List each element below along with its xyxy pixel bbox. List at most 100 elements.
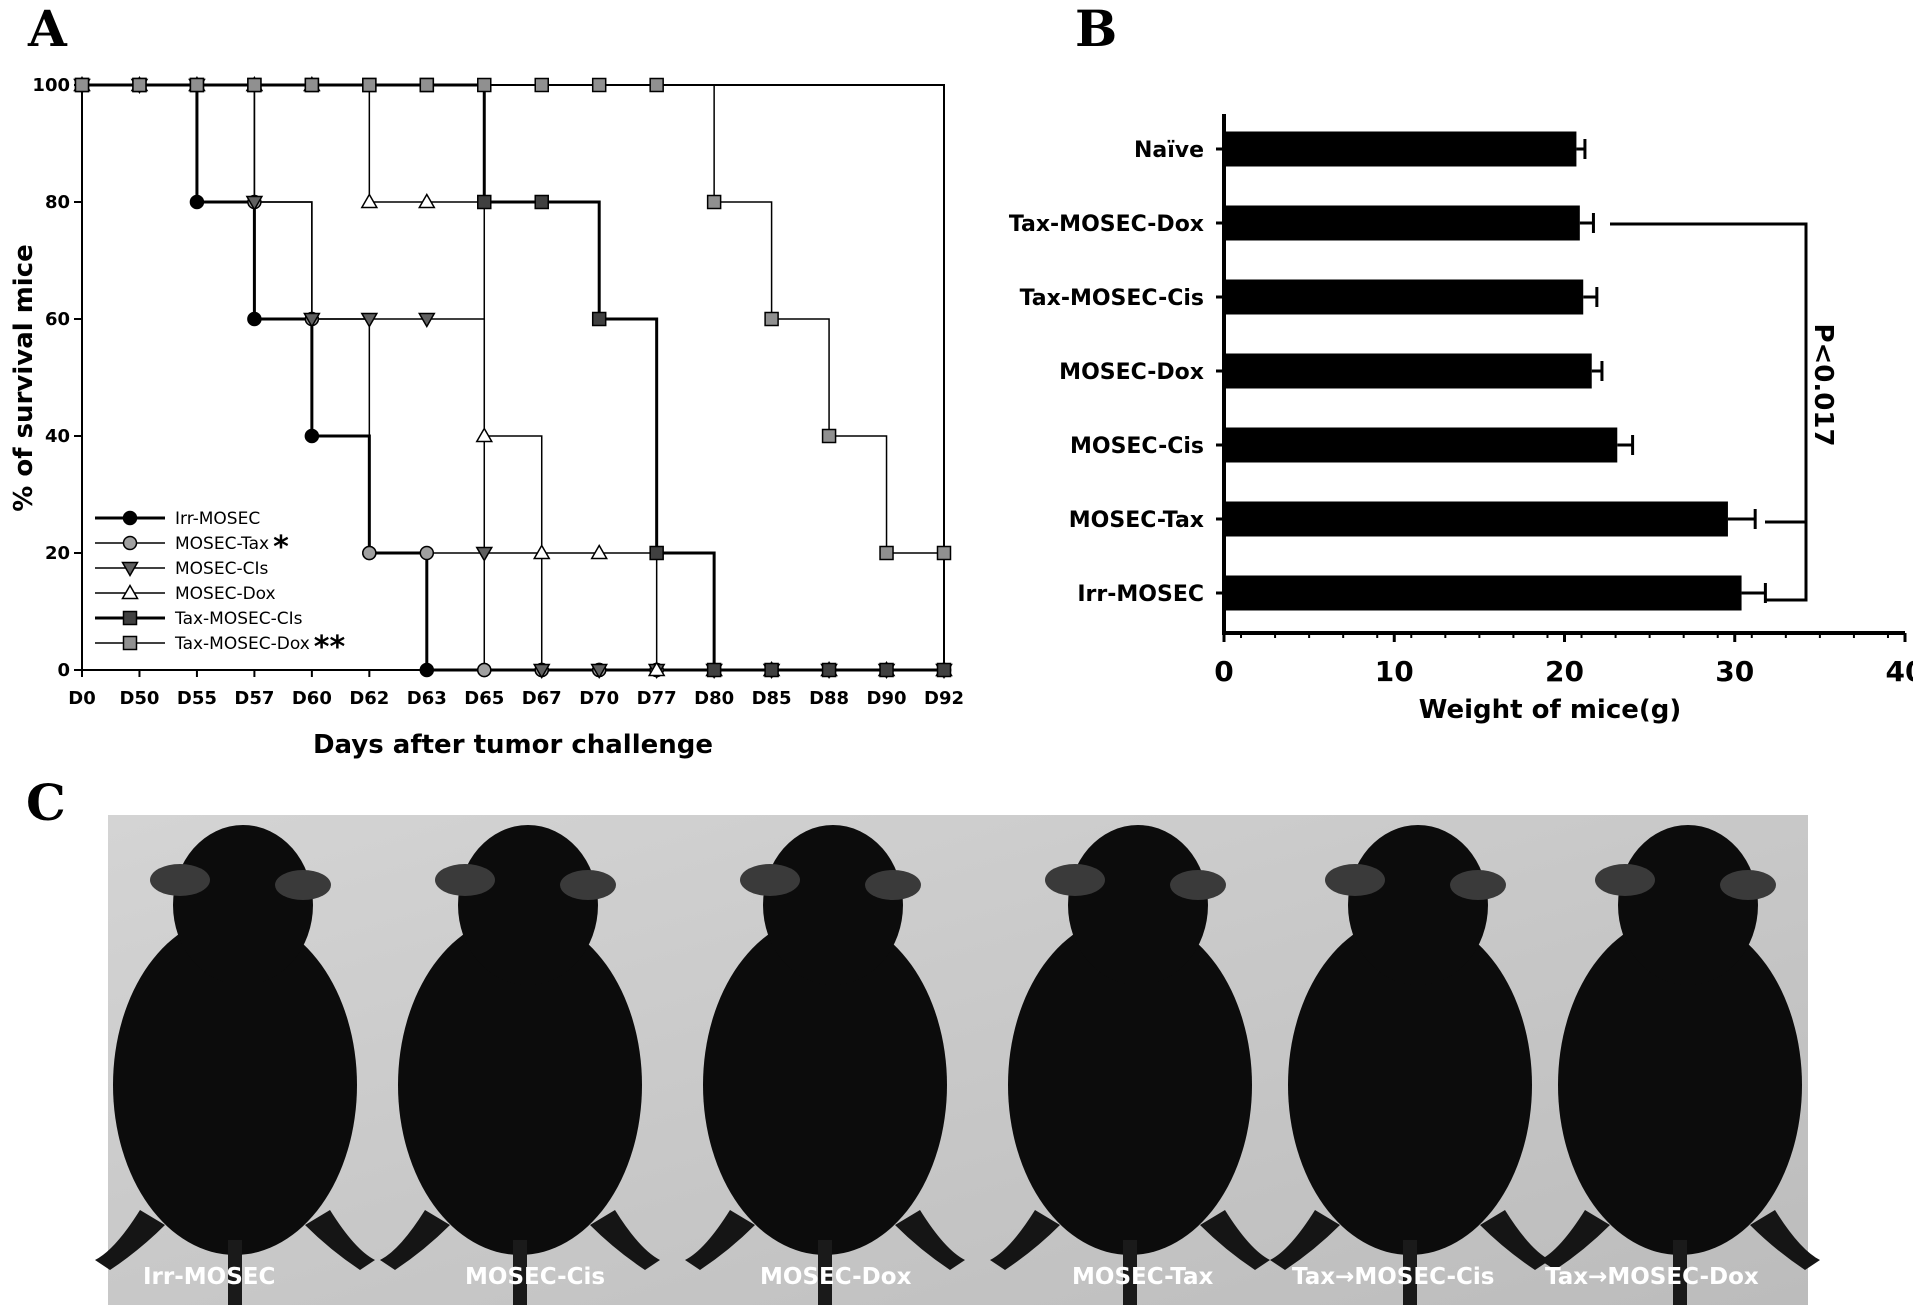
survival-point: [936, 662, 952, 678]
mouse-hind-leg: [380, 1210, 450, 1270]
survival-point: [360, 312, 379, 329]
mouse-ear: [1450, 870, 1506, 900]
survival-line-tax-mosec-cis: [82, 83, 944, 672]
mouse-hind-leg: [895, 1210, 965, 1270]
x-tick-label: D57: [234, 688, 274, 709]
mouse-silhouette: [990, 825, 1270, 1305]
x-tick-label: D67: [522, 688, 562, 709]
legend-marker: [122, 535, 138, 551]
mouse-silhouette: [95, 825, 375, 1305]
mouse-silhouette: [380, 825, 660, 1305]
survival-point: [764, 311, 779, 327]
weight-category-label: Tax-MOSEC-Cis: [1020, 286, 1204, 311]
weight-category-label: Tax-MOSEC-Dox: [1009, 212, 1204, 237]
survival-point: [591, 77, 607, 93]
mouse-silhouette: [1540, 825, 1820, 1305]
mouse-hind-leg: [95, 1210, 165, 1270]
survival-point: [591, 311, 607, 327]
survival-point: [879, 545, 894, 561]
x-tick-label: D77: [637, 688, 677, 709]
mouse-tail: [1673, 1240, 1687, 1305]
mouse-body: [1288, 915, 1532, 1255]
legend-marker: [121, 561, 139, 578]
photo-label: Irr-MOSEC: [143, 1264, 275, 1290]
survival-point: [245, 195, 264, 212]
mouse-body: [703, 915, 947, 1255]
mouse-hind-leg: [1270, 1210, 1340, 1270]
survival-point: [475, 426, 494, 443]
weight-category-label: MOSEC-Cis: [1070, 434, 1204, 459]
survival-x-ticks: D0 D50 D55 D57 D60 D62 D63 D65 D67 D70 D77 D80 D85 D8…: [68, 670, 964, 709]
mouse-ear: [560, 870, 616, 900]
mouse-head: [458, 825, 598, 985]
x-tick-label: D0: [68, 688, 95, 709]
survival-point: [649, 77, 664, 93]
survival-point: [360, 192, 379, 209]
survival-series-markers: [73, 75, 953, 680]
bracket-line: [1610, 222, 1808, 602]
mouse-ear: [865, 870, 921, 900]
mouse-tail: [1403, 1240, 1417, 1305]
survival-point: [879, 662, 894, 678]
survival-point: [936, 545, 952, 561]
mouse-body: [398, 915, 642, 1255]
mouse-ear: [1325, 864, 1385, 896]
survival-point: [362, 77, 377, 93]
mouse-body: [1558, 915, 1802, 1255]
legend-label: Tax-MOSEC-CIs: [174, 609, 303, 629]
weight-x-tick-label: 10: [1375, 655, 1414, 688]
photo-label: MOSEC-Tax: [1072, 1264, 1214, 1290]
weight-axis: 0 10 20 30 40: [1214, 114, 1913, 688]
mouse-tail: [1123, 1240, 1137, 1305]
mouse-head: [173, 825, 313, 985]
survival-point: [419, 77, 435, 93]
mouse-tail: [228, 1240, 242, 1305]
y-tick-label: 60: [45, 309, 70, 330]
survival-line-tax-mosec-dox: [82, 84, 944, 554]
mouse-hind-leg: [685, 1210, 755, 1270]
weight-category-labels: Naïve Tax-MOSEC-Dox Tax-MOSEC-Cis MOSEC-Dox…: [1009, 138, 1204, 607]
significance-label: P<0.017: [1808, 323, 1838, 446]
weight-category-label: MOSEC-Dox: [1059, 360, 1204, 385]
survival-point: [475, 546, 494, 563]
x-tick-label: D62: [349, 688, 389, 709]
survival-point: [477, 662, 492, 678]
survival-point: [534, 77, 549, 93]
photo-label: Tax→MOSEC-Dox: [1545, 1264, 1759, 1290]
mouse-ear: [1595, 864, 1655, 896]
survival-point: [532, 663, 551, 680]
x-tick-label: D90: [867, 688, 907, 709]
mouse-silhouette: [685, 825, 965, 1305]
survival-point: [706, 194, 722, 210]
y-tick-label: 100: [32, 75, 70, 96]
survival-point: [477, 77, 492, 93]
mouse-hind-leg: [590, 1210, 660, 1270]
survival-y-axis-title: % of survival mice: [9, 244, 39, 512]
survival-point: [821, 428, 837, 444]
survival-point: [247, 77, 262, 93]
y-tick-label: 0: [57, 660, 70, 681]
mouse-body: [113, 915, 357, 1255]
x-tick-label: D85: [752, 688, 792, 709]
survival-point: [647, 660, 666, 677]
weight-bar: [1224, 279, 1584, 315]
x-tick-label: D88: [809, 688, 849, 709]
panel-letter-c: C: [26, 773, 66, 832]
mouse-ear: [1045, 864, 1105, 896]
survival-line-mosec-tax: [82, 84, 944, 671]
survival-point: [247, 311, 262, 327]
mouse-ear: [1720, 870, 1776, 900]
mouse-ear: [435, 864, 495, 896]
x-tick-label: D50: [119, 688, 159, 709]
survival-line-mosec-cis: [82, 84, 944, 671]
mice-photo: Irr-MOSEC MOSEC-Cis MOSEC-Dox MOSEC-Tax Tax→…: [95, 815, 1820, 1305]
survival-line-mosec-dox: [82, 84, 944, 671]
weight-x-tick-label: 0: [1214, 655, 1233, 688]
weight-x-axis-title: Weight of mice(g): [1419, 695, 1682, 725]
survival-point: [821, 662, 837, 678]
weight-bar: [1224, 427, 1618, 463]
mouse-head: [1068, 825, 1208, 985]
mouse-silhouette: [1270, 825, 1550, 1305]
